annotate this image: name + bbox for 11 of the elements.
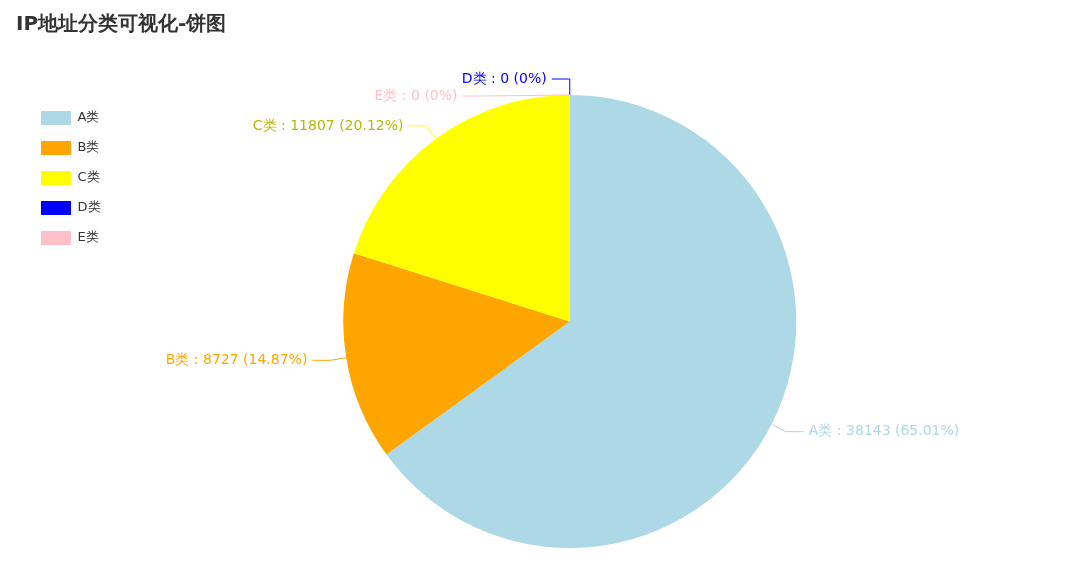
data-label: A类 : 38143 (65.01%): [808, 422, 960, 439]
legend-label: D类: [77, 199, 101, 215]
text: D类 : 0 (0%): [461, 69, 547, 86]
text: E类 : 0 (0%): [374, 86, 458, 103]
chart-title: IP地址分类可视化-饼图: [16, 10, 227, 37]
legend-label: B类: [77, 139, 100, 155]
legend-label: E类: [77, 229, 99, 245]
legend-label: C类: [77, 169, 100, 185]
data-label: C类 : 11807 (20.12%): [252, 116, 404, 133]
legend-label: A类: [77, 109, 100, 125]
data-label: B类 : 8727 (14.87%): [165, 350, 308, 367]
